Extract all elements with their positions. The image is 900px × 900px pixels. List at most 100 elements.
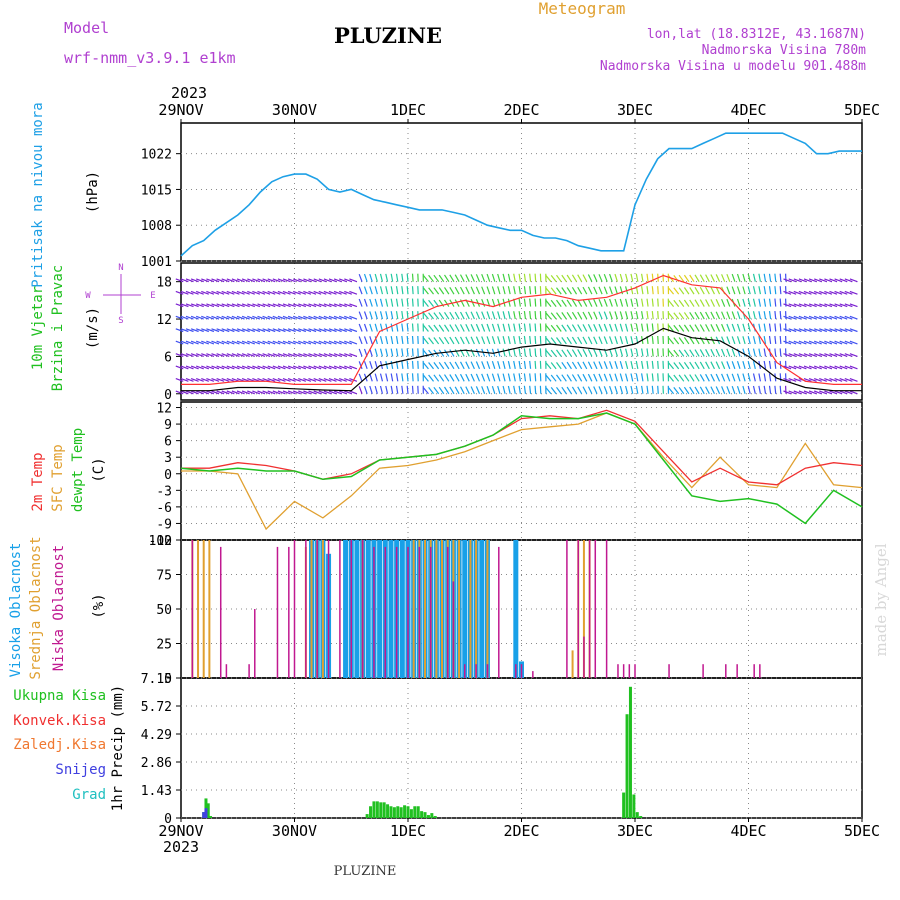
- wind-arrow: [561, 287, 567, 295]
- wind-arrow: [395, 311, 399, 320]
- wind-arrow: [625, 348, 629, 357]
- wind-arrow: [630, 273, 634, 282]
- wind-arrow: [609, 336, 613, 345]
- wind-arrow: [486, 311, 491, 320]
- wind-arrow: [481, 273, 486, 282]
- wind-arrow: [534, 335, 537, 344]
- cloud-ylabel-2: Srednja Oblacnost: [28, 536, 44, 679]
- wind-arrow: [385, 286, 389, 295]
- low-cloud-bar: [498, 546, 500, 678]
- wind-arrow: [401, 298, 404, 307]
- wind-arrow: [282, 365, 291, 370]
- wind-arrow: [385, 373, 389, 382]
- wind-arrow: [401, 323, 404, 332]
- wind-arrow: [715, 323, 721, 332]
- wind-arrow: [646, 286, 649, 295]
- wind-arrow: [598, 311, 603, 320]
- wind-arrow: [774, 360, 777, 369]
- wind-arrow: [808, 290, 817, 295]
- wind-arrow: [849, 353, 858, 357]
- wind-arrow: [175, 328, 184, 333]
- wind-arrow: [507, 323, 511, 332]
- wind-arrow: [379, 286, 384, 295]
- wind-arrow: [824, 340, 833, 345]
- wind-arrow: [839, 365, 848, 370]
- wind-speed-line: [181, 327, 862, 392]
- low-cloud-bar: [429, 546, 432, 678]
- wind-arrow: [328, 303, 337, 308]
- mid-cloud-bar: [208, 540, 211, 678]
- wind-arrow: [318, 290, 327, 295]
- low-cloud-bar: [753, 664, 755, 678]
- wind-arrow: [582, 361, 588, 370]
- wind-arrow: [593, 373, 598, 382]
- wind-arrow: [768, 286, 772, 295]
- wind-arrow: [550, 337, 557, 345]
- wind-arrow: [226, 378, 235, 382]
- wind-arrow: [619, 273, 624, 282]
- wind-arrow: [839, 353, 848, 357]
- wind-arrow: [406, 335, 409, 345]
- wind-arrow: [257, 290, 266, 295]
- wind-arrow: [236, 390, 245, 395]
- wind-arrow: [349, 278, 358, 283]
- wind-arrow: [566, 336, 572, 345]
- wind-arrow: [303, 303, 312, 308]
- wind-arrow: [635, 360, 639, 369]
- wind-arrow: [779, 286, 782, 295]
- wind-arrow: [523, 373, 527, 382]
- wind-arrow: [363, 298, 368, 307]
- wind-arrow: [433, 324, 440, 332]
- wind-arrow: [513, 385, 516, 394]
- wind-arrow: [349, 340, 358, 345]
- wind-arrow: [839, 390, 848, 395]
- mid-cloud-bar: [458, 540, 461, 678]
- wind-arrow: [534, 298, 537, 307]
- snow-precip-bar: [204, 808, 208, 818]
- wind-arrow: [614, 348, 618, 357]
- wind-arrow: [813, 390, 822, 395]
- wind-arrow: [454, 274, 460, 282]
- year-top: 2023: [171, 84, 207, 102]
- wind-arrow: [221, 278, 230, 283]
- wind-arrow: [731, 311, 736, 320]
- wind-arrow: [470, 286, 475, 295]
- wind-arrow: [303, 365, 312, 370]
- wind-arrow: [287, 328, 296, 333]
- wind-arrow: [556, 386, 562, 395]
- wind-arrow: [507, 298, 511, 307]
- y-tick-label: 25: [156, 638, 172, 653]
- wind-arrow: [247, 340, 255, 345]
- cloud-unit: (%): [91, 593, 107, 618]
- wind-arrow: [699, 361, 705, 370]
- wind-arrow: [344, 278, 353, 283]
- wind-arrow: [272, 278, 281, 283]
- wind-arrow: [726, 311, 731, 320]
- wind-arrow: [813, 378, 822, 382]
- wind-arrow: [298, 328, 307, 333]
- wind-arrow: [529, 311, 532, 320]
- wind-arrow: [577, 386, 583, 395]
- wind-arrow: [731, 323, 736, 332]
- wind-arrow: [411, 273, 414, 282]
- wind-arrow: [272, 365, 281, 370]
- wind-arrow: [742, 361, 746, 370]
- wind-arrow: [406, 348, 409, 357]
- wind-unit: (m/s): [85, 307, 101, 349]
- wind-arrow: [195, 365, 204, 370]
- wind-arrow: [534, 385, 537, 394]
- wind-arrow: [747, 360, 751, 370]
- low-cloud-bar: [515, 664, 517, 678]
- wind-arrow: [641, 323, 644, 332]
- wind-arrow: [646, 323, 649, 332]
- wind-arrow: [803, 365, 812, 370]
- wind-arrow: [721, 361, 726, 370]
- wind-arrow: [710, 311, 715, 320]
- wind-arrow: [783, 328, 792, 333]
- wind-arrow: [603, 298, 608, 307]
- wind-arrow: [788, 378, 797, 382]
- wind-arrow: [614, 373, 618, 382]
- wind-arrow: [298, 353, 307, 357]
- wind-arrow: [422, 300, 429, 307]
- wind-arrow: [333, 340, 342, 345]
